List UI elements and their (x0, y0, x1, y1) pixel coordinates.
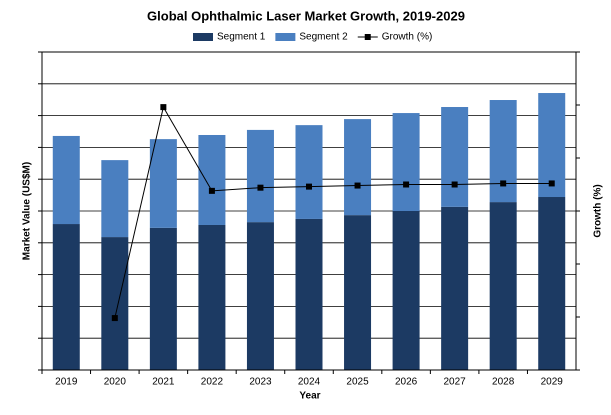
legend-label: Segment 1 (217, 32, 266, 43)
bar-segment (52, 135, 80, 225)
x-tick-label: 2027 (444, 377, 467, 388)
growth-point (354, 182, 361, 189)
bar-segment (149, 139, 177, 228)
growth-point (403, 181, 410, 188)
bar-segment (246, 222, 274, 370)
bar-segment (149, 227, 177, 370)
bar-segment (538, 197, 566, 370)
x-axis-label: Year (299, 391, 320, 402)
x-tick-label: 2024 (298, 377, 321, 388)
growth-point (257, 184, 264, 191)
bar-segment (198, 224, 226, 370)
growth-point (451, 181, 458, 188)
x-tick-label: 2020 (104, 377, 127, 388)
legend-label: Growth (%) (382, 32, 433, 43)
bar-segment (101, 160, 129, 238)
legend-swatch (193, 33, 213, 41)
legend-swatch (275, 33, 296, 41)
chart-title: Global Ophthalmic Laser Market Growth, 2… (147, 8, 465, 23)
bar-segment (344, 119, 372, 216)
bar-segment (441, 206, 469, 370)
growth-point (548, 180, 555, 187)
x-tick-label: 2028 (492, 377, 515, 388)
bar-segment (101, 237, 129, 370)
growth-point (160, 104, 167, 111)
bar-segment (344, 215, 372, 370)
legend-swatch (364, 34, 371, 40)
bar-segment (198, 134, 226, 225)
growth-point (500, 180, 507, 187)
x-tick-label: 2022 (201, 377, 224, 388)
growth-point (111, 315, 118, 322)
bar-segment (538, 93, 566, 198)
bar-segment (489, 202, 517, 370)
bar-segment (295, 125, 323, 219)
bar-segment (295, 218, 323, 370)
bar-segment (246, 129, 274, 223)
bar-segment (52, 224, 80, 370)
growth-line (114, 105, 552, 319)
bar-segment (392, 211, 420, 370)
x-tick-label: 2023 (249, 377, 272, 388)
y-axis-label: Market Value (US$M) (22, 162, 33, 260)
bar-segment (392, 113, 420, 211)
growth-point (306, 183, 312, 190)
x-tick-label: 2029 (541, 377, 564, 388)
growth-point (208, 187, 215, 194)
x-tick-label: 2021 (152, 377, 175, 388)
x-tick-label: 2026 (395, 377, 418, 388)
y2-axis-label: Growth (%) (593, 184, 604, 237)
legend-label: Segment 2 (299, 32, 348, 43)
x-tick-label: 2025 (346, 377, 369, 388)
bar-segment (441, 107, 469, 207)
plot-frame (41, 51, 577, 371)
bar-segment (489, 100, 517, 203)
x-tick-label: 2019 (55, 377, 78, 388)
